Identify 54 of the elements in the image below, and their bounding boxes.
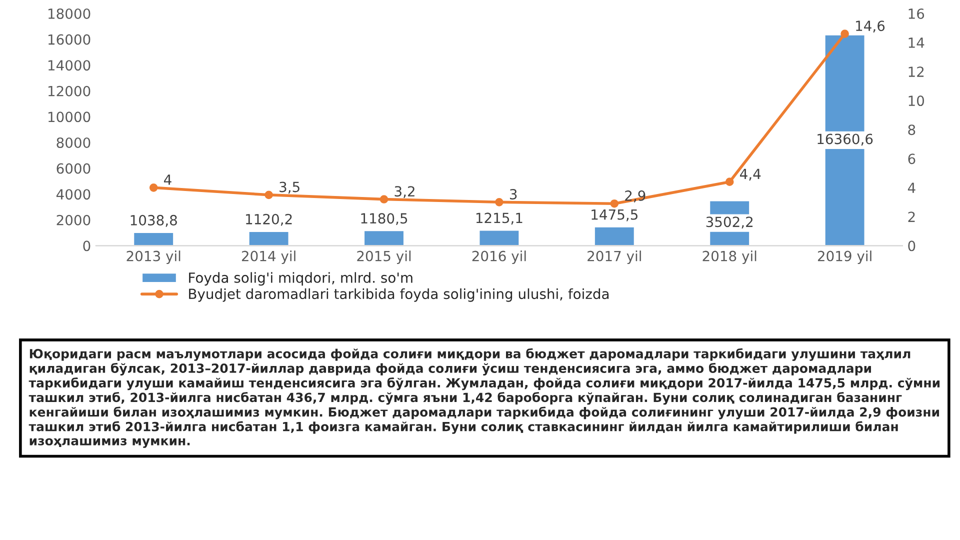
point — [380, 195, 388, 204]
bar — [248, 230, 290, 246]
point — [725, 178, 734, 186]
y-tick-label: 18000 — [48, 8, 90, 19]
x-tick-label: 2015 yil — [357, 250, 411, 264]
text: Юқоридаги расм маълумотлари асосида фойда солиғи миқдори ва бюджет даромадлари таркибидаги улушини таҳлил қиладиган бўлсак, 2013–2017-йиллар даврида фойда солиғи ўсиш тенденсиясига эга, аммо бюджет даромадлари таркибидаги улуши камайиш тенденсиясига эга бўлган. Жумладан, фойда солиғи миқдори 2017-йилда 1475,5 млрд. сўмни ташкил этиб, 2013-йилга нисбатан 436,7 млрд. сўмга яъни 1,42 бароборга кўпайган. Буни солиқ солинадиган базанинг кенгайиши билан изоҳлашимиз мумкин. Бюджет даромадлари таркибида фойда солиғининг улуши 2017-йилда 2,9 фоизни ташкил этиб 2013-йилга нисбатан 1,1 фоизга камайган. Буни солиқ ставкасининг йилдан йилга камайтирилиши билан изоҳлашимиз мумкин. — [28, 348, 940, 448]
bar — [363, 230, 405, 246]
y2-tick-label: 6 — [908, 154, 916, 164]
point — [495, 198, 504, 206]
y-tick-label: 10000 — [48, 112, 90, 122]
y2-tick-label: 14 — [908, 38, 924, 48]
y2-tick-label: 12 — [908, 66, 924, 77]
data-label: 4,4 — [740, 168, 761, 181]
data-label: 3502,2 — [706, 216, 753, 229]
x-tick-label: 2013 yil — [126, 250, 180, 264]
data-label: 3,5 — [280, 182, 300, 194]
data-label: 14,6 — [856, 20, 885, 33]
bar — [132, 232, 174, 246]
y2-tick-label: 16 — [908, 8, 924, 19]
data-label: 1038,8 — [130, 214, 177, 227]
x-tick-label: 2017 yil — [588, 250, 641, 264]
data-label: 1215,1 — [476, 212, 522, 225]
y-tick-label: 12000 — [48, 86, 90, 96]
x-tick-label: 2018 yil — [702, 250, 756, 264]
y2-tick-label: 0 — [908, 240, 916, 252]
y2-tick-label: 4 — [908, 182, 916, 193]
bar — [478, 229, 520, 246]
data-label: 1120,2 — [246, 214, 292, 226]
y-tick-label: 8000 — [56, 137, 90, 148]
data-label: 3 — [510, 188, 517, 200]
data-label: 1180,5 — [361, 213, 408, 226]
point — [264, 190, 273, 200]
x-tick-label: 2014 yil — [242, 250, 296, 264]
y2-tick-label: 8 — [908, 124, 916, 136]
bar — [594, 226, 636, 246]
data-label: 4 — [164, 174, 172, 185]
legend-label: Byudjet daromadlari tarkibida foyda solig'ining ulushi, foizda — [189, 288, 609, 302]
data-label: 16360,6 — [818, 134, 873, 146]
point — [610, 199, 619, 208]
point — [840, 30, 849, 38]
point — [149, 183, 158, 192]
y-tick-label: 4000 — [56, 189, 90, 200]
y2-tick-label: 10 — [908, 96, 924, 106]
data-label: 3,2 — [394, 186, 414, 198]
y-tick-label: 14000 — [48, 60, 90, 71]
y-tick-label: 0 — [83, 240, 90, 252]
y-tick-label: 16000 — [48, 34, 90, 45]
y-tick-label: 6000 — [56, 163, 90, 174]
x-tick-label: 2016 yil — [472, 250, 526, 264]
data-label: 1475,5 — [592, 209, 638, 222]
y2-tick-label: 2 — [908, 212, 915, 222]
x-tick-label: 2019 yil — [818, 250, 872, 264]
y-tick-label: 2000 — [56, 214, 90, 226]
legend-label: Foyda solig'i miqdori, mlrd. so'm — [189, 272, 412, 286]
